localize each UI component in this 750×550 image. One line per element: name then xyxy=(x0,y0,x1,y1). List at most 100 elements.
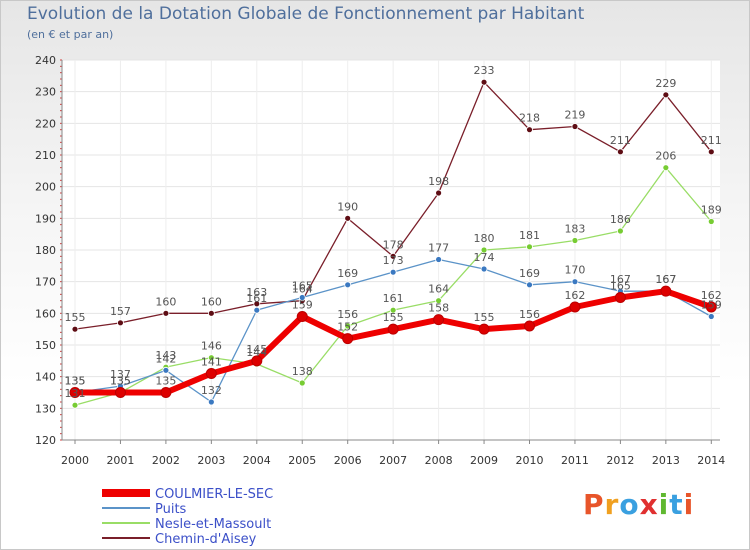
x-tick-label: 2013 xyxy=(652,454,680,467)
x-tick-label: 2004 xyxy=(243,454,271,467)
data-point xyxy=(298,294,306,301)
data-point xyxy=(614,292,626,303)
data-point xyxy=(342,333,354,345)
data-label: 132 xyxy=(201,384,222,397)
data-label: 180 xyxy=(474,232,495,245)
logo-letter: r xyxy=(604,488,620,521)
data-label: 144 xyxy=(246,346,267,359)
y-tick-label: 230 xyxy=(35,86,56,99)
data-label: 155 xyxy=(383,311,404,324)
data-label: 161 xyxy=(383,292,404,305)
data-label: 142 xyxy=(155,352,176,365)
data-point xyxy=(117,319,124,327)
data-label: 160 xyxy=(155,295,176,308)
data-label: 156 xyxy=(337,308,358,321)
data-label: 198 xyxy=(428,175,449,188)
data-point xyxy=(480,78,488,86)
data-label: 233 xyxy=(474,64,495,77)
data-label: 156 xyxy=(519,308,540,321)
data-label: 165 xyxy=(610,280,631,293)
data-label: 167 xyxy=(655,273,676,286)
y-tick-label: 160 xyxy=(35,307,56,320)
data-point xyxy=(705,301,717,313)
data-label: 186 xyxy=(610,213,631,226)
logo-letter: t xyxy=(669,488,684,521)
data-label: 143 xyxy=(155,349,176,362)
x-tick-label: 2003 xyxy=(197,454,225,467)
data-point xyxy=(387,323,399,335)
legend-label: COULMIER-LE-SEC xyxy=(155,487,273,502)
data-point xyxy=(389,306,397,314)
data-label: 141 xyxy=(201,356,222,369)
data-label: 190 xyxy=(337,200,358,213)
data-label: 169 xyxy=(337,267,358,280)
data-label: 155 xyxy=(65,311,86,324)
data-label: 229 xyxy=(655,77,676,90)
data-label: 163 xyxy=(246,286,267,299)
y-tick-label: 240 xyxy=(35,54,56,67)
logo-letter: x xyxy=(639,488,659,521)
data-point xyxy=(435,256,443,263)
x-tick-label: 2006 xyxy=(334,454,362,467)
y-tick-label: 140 xyxy=(35,371,56,384)
proxiti-logo: Proxiti xyxy=(583,488,694,521)
data-point xyxy=(160,387,172,398)
data-label: 177 xyxy=(428,242,449,255)
data-point xyxy=(71,401,79,409)
x-tick-label: 2002 xyxy=(152,454,180,467)
chart-title: Evolution de la Dotation Globale de Fonc… xyxy=(27,4,585,24)
x-tick-label: 2005 xyxy=(288,454,316,467)
logo-letter: i xyxy=(658,488,670,521)
data-label: 164 xyxy=(292,283,313,296)
data-labels: 155 157 160 160 163 164 190 178 198 233 218 219 211 2… xyxy=(65,64,722,400)
data-point xyxy=(296,311,308,322)
data-point xyxy=(571,237,579,244)
data-point xyxy=(707,218,715,225)
data-label: 159 xyxy=(292,299,313,312)
y-tick-label: 200 xyxy=(35,181,56,194)
data-label: 135 xyxy=(155,375,176,388)
x-tick-label: 2010 xyxy=(516,454,544,467)
data-point xyxy=(660,285,672,297)
data-label: 167 xyxy=(610,273,631,286)
data-point xyxy=(344,214,352,222)
x-tick-label: 2009 xyxy=(470,454,498,467)
data-label: 219 xyxy=(564,109,585,122)
data-label: 211 xyxy=(701,134,722,147)
legend-label: Puits xyxy=(155,502,187,517)
data-label: 155 xyxy=(474,311,495,324)
logo-letter: i xyxy=(683,488,695,521)
chart-subtitle: (en € et par an) xyxy=(27,28,114,41)
x-tick-label: 2007 xyxy=(379,454,407,467)
legend-label: Chemin-d'Aisey xyxy=(155,532,257,547)
data-point xyxy=(571,278,579,286)
x-tick-label: 2000 xyxy=(61,454,89,467)
data-label: 158 xyxy=(428,302,449,315)
data-label: 162 xyxy=(701,289,722,302)
data-point xyxy=(207,309,215,317)
data-label: 173 xyxy=(383,254,404,267)
data-point xyxy=(707,313,715,320)
data-label: 189 xyxy=(701,204,722,217)
x-tick-label: 2001 xyxy=(106,454,134,467)
data-point xyxy=(251,355,263,367)
data-label: 161 xyxy=(246,292,267,305)
data-label: 152 xyxy=(337,321,358,334)
data-label: 167 xyxy=(655,273,676,286)
logo-letter: P xyxy=(583,488,605,521)
data-point xyxy=(707,148,715,156)
data-label: 131 xyxy=(65,387,86,400)
data-label: 160 xyxy=(201,295,222,308)
data-point xyxy=(617,227,624,235)
y-tick-label: 210 xyxy=(35,149,56,162)
y-tick-label: 170 xyxy=(35,276,56,289)
data-point xyxy=(69,387,81,398)
data-point xyxy=(662,164,670,172)
data-point xyxy=(526,281,533,289)
data-point xyxy=(253,306,261,314)
data-label: 169 xyxy=(519,267,540,280)
data-label: 183 xyxy=(564,223,585,236)
x-tick-label: 2012 xyxy=(606,454,634,467)
x-tick-label: 2008 xyxy=(425,454,453,467)
data-point xyxy=(435,189,443,197)
